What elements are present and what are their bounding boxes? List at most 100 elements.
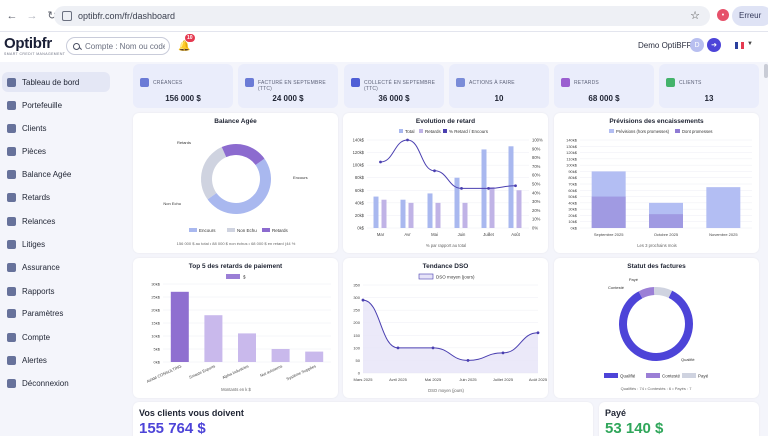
kpi-card[interactable]: COLLECTÉ EN SEPTEMBRE (TTC) 36 000 $ bbox=[344, 64, 444, 108]
sidebar-item-6[interactable]: Relances bbox=[2, 211, 110, 231]
donut-slice-payé bbox=[653, 287, 673, 298]
notification-bell-icon[interactable]: 🔔 bbox=[178, 41, 191, 52]
x-tick-label: Juillet 2025 bbox=[493, 377, 514, 382]
kpi-card[interactable]: CRÉANCES 156 000 $ bbox=[133, 64, 233, 108]
y2-tick-label: 50% bbox=[532, 182, 541, 187]
logout-icon[interactable]: ➜ bbox=[707, 38, 721, 52]
y-tick-label: 100 bbox=[353, 345, 360, 350]
legend-label: % Retard / Encours bbox=[449, 129, 489, 134]
top5-chart: 0k$ 5k$ 10k$ 15k$ 20k$ 25k$ 30k$ AVAM CONSULTIN… bbox=[146, 274, 331, 392]
y2-tick-label: 70% bbox=[532, 164, 541, 169]
legend-label: Qualifié bbox=[620, 374, 636, 379]
line-point bbox=[433, 169, 436, 173]
y-tick-label: 350 bbox=[353, 283, 360, 288]
kpi-value: 13 bbox=[704, 94, 714, 103]
line-point bbox=[487, 187, 490, 190]
sidebar-item-10[interactable]: Paramètres bbox=[2, 303, 110, 323]
y-tick-label: 10k$ bbox=[568, 219, 577, 224]
bar-promesses bbox=[591, 196, 626, 228]
legend-swatch bbox=[189, 228, 197, 232]
site-settings-icon[interactable] bbox=[62, 11, 72, 21]
x-axis-label: Montants en k $ bbox=[221, 387, 251, 392]
bar-top5 bbox=[305, 351, 324, 362]
sidebar-item-9[interactable]: Rapports bbox=[2, 281, 110, 301]
card-title: Prévisions des encaissements bbox=[609, 118, 704, 125]
kpi-icon bbox=[666, 78, 675, 87]
dso-line bbox=[362, 299, 539, 361]
y2-tick-label: 40% bbox=[532, 190, 541, 195]
x-tick-label: Smaste Exports bbox=[188, 363, 216, 379]
error-button[interactable]: Erreur bbox=[732, 6, 768, 26]
sidebar-item-0[interactable]: Tableau de bord bbox=[2, 72, 110, 92]
legend-swatch bbox=[604, 373, 618, 378]
y-tick-label: 60k$ bbox=[568, 188, 577, 193]
sidebar-item-8[interactable]: Assurance bbox=[2, 257, 110, 277]
bar-retards bbox=[408, 202, 414, 228]
x-tick-label: Août 2025 bbox=[529, 377, 548, 382]
x-tick-label: Système Supplies bbox=[285, 363, 316, 381]
sidebar-item-12[interactable]: Alertes bbox=[2, 350, 110, 370]
mail-icon bbox=[7, 216, 16, 226]
sidebar-item-3[interactable]: Pièces bbox=[2, 141, 110, 161]
y-tick-label: 50 bbox=[356, 358, 361, 363]
dso-chart: 0 50 100 150 200 250 300 350 Mars 2025 Avril 2025… bbox=[353, 273, 548, 393]
legend-label: Prévisions (hors promesses) bbox=[616, 129, 670, 134]
kpi-card[interactable]: ACTIONS À FAIRE 10 bbox=[449, 64, 549, 108]
y-tick-label: 30k$ bbox=[568, 207, 577, 212]
kpi-label: FACTURÉ EN SEPTEMBRE (TTC) bbox=[258, 80, 326, 92]
evolution-retard-card: Evolution de retard 0k$ 20k$ 40k$ 60k$ 80k$ 1… bbox=[343, 113, 548, 253]
kpi-card[interactable]: FACTURÉ EN SEPTEMBRE (TTC) 24 000 $ bbox=[238, 64, 338, 108]
donut-slice-contesté bbox=[638, 287, 655, 299]
back-arrow-icon[interactable]: ← bbox=[6, 9, 18, 22]
sidebar-item-11[interactable]: Compte bbox=[2, 327, 110, 347]
bookmark-star-icon[interactable]: ☆ bbox=[690, 10, 700, 22]
scrollbar[interactable] bbox=[764, 64, 768, 78]
avatar[interactable]: D bbox=[690, 38, 704, 52]
kpi-card[interactable]: CLIENTS 13 bbox=[659, 64, 759, 108]
y2-tick-label: 0% bbox=[532, 226, 538, 231]
legend-label: Total bbox=[405, 129, 415, 134]
sidebar-item-7[interactable]: Litiges bbox=[2, 234, 110, 254]
address-bar[interactable]: optibfr.com/fr/dashboard ☆ bbox=[54, 6, 710, 26]
search-icon bbox=[73, 42, 80, 50]
sidebar-item-1[interactable]: Portefeuille bbox=[2, 95, 110, 115]
x-axis-label: DSO moyen (jours) bbox=[428, 388, 464, 393]
search-box[interactable] bbox=[66, 37, 170, 55]
y2-tick-label: 30% bbox=[532, 199, 541, 204]
sidebar-item-5[interactable]: Retards bbox=[2, 187, 110, 207]
sidebar-item-label: Rapports bbox=[22, 286, 55, 296]
x-axis-label: Les 3 prochains mois bbox=[637, 243, 677, 248]
dso-point bbox=[536, 331, 540, 335]
extension-icon[interactable]: • bbox=[717, 9, 729, 21]
y2-tick-label: 10% bbox=[532, 217, 541, 222]
sidebar-item-label: Compte bbox=[22, 332, 51, 342]
chevron-down-icon[interactable]: ▼ bbox=[747, 41, 753, 47]
kpi-card[interactable]: RETARDS 68 000 $ bbox=[554, 64, 654, 108]
legend-swatch bbox=[682, 373, 696, 378]
owed-card: Vos clients vous doivent 155 764 $ bbox=[133, 402, 593, 436]
y-tick-label: 80k$ bbox=[568, 175, 577, 180]
search-input[interactable] bbox=[85, 41, 165, 51]
x-tick-label: Nut avissems bbox=[259, 363, 283, 378]
reload-icon[interactable]: ↻ bbox=[47, 10, 57, 22]
forward-arrow-icon[interactable]: → bbox=[26, 9, 38, 22]
y-tick-label: 20k$ bbox=[568, 213, 577, 218]
logo[interactable]: Optibfr bbox=[4, 35, 52, 52]
balance-agee-donut: Encours Non Echu Retards Encours Non Echu Ret… bbox=[163, 140, 307, 246]
x-tick-label: Avril 2025 bbox=[389, 377, 407, 382]
x-tick-label: AVAM CONSULTING bbox=[146, 363, 182, 383]
sidebar-item-13[interactable]: Déconnexion bbox=[2, 373, 110, 393]
sidebar-item-4[interactable]: Balance Agée bbox=[2, 164, 110, 184]
x-tick-label: Septembre 2025 bbox=[594, 232, 624, 237]
kpi-value: 10 bbox=[494, 94, 504, 103]
sidebar-item-2[interactable]: Clients bbox=[2, 118, 110, 138]
sidebar-item-label: Pièces bbox=[22, 146, 47, 156]
donut-slice-non-echu bbox=[201, 147, 227, 200]
x-tick-label: Août bbox=[511, 232, 520, 237]
sidebar-item-label: Litiges bbox=[22, 239, 46, 249]
card-title: Tendance DSO bbox=[422, 263, 469, 270]
legend-label: Encours bbox=[199, 228, 216, 233]
language-flag-icon[interactable] bbox=[735, 42, 744, 49]
sidebar-item-label: Alertes bbox=[22, 355, 47, 365]
sidebar-item-label: Assurance bbox=[22, 262, 60, 272]
